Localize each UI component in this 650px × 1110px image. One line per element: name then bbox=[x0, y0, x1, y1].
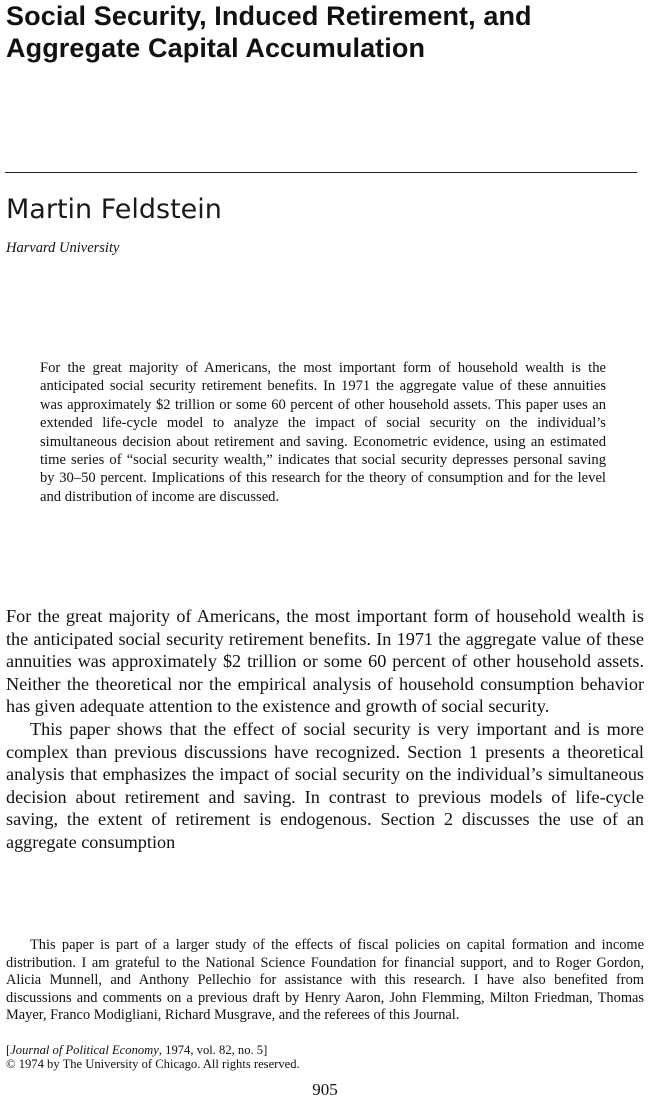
abstract: For the great majority of Americans, the… bbox=[40, 360, 606, 505]
citation-details: , 1974, vol. 82, no. 5] bbox=[158, 1043, 268, 1057]
citation-journal: Journal of Political Economy bbox=[10, 1043, 159, 1057]
body-paragraph: For the great majority of Americans, the… bbox=[6, 606, 644, 717]
citation-line: [Journal of Political Economy, 1974, vol… bbox=[6, 1043, 606, 1057]
body-paragraph: This paper shows that the effect of soci… bbox=[6, 718, 644, 852]
body-text: For the great majority of Americans, the… bbox=[6, 605, 644, 854]
title-divider bbox=[5, 172, 637, 173]
footnote: This paper is part of a larger study of … bbox=[6, 937, 644, 1025]
citation-open: [ bbox=[6, 1043, 11, 1057]
article-title: Social Security, Induced Retirement, and… bbox=[6, 1, 532, 63]
copyright-line: © 1974 by The University of Chicago. All… bbox=[6, 1057, 300, 1071]
journal-citation: [Journal of Political Economy, 1974, vol… bbox=[6, 1043, 606, 1071]
author-affiliation: Harvard University bbox=[6, 240, 120, 256]
footnote-text: This paper is part of a larger study of … bbox=[6, 937, 644, 1024]
page-number: 905 bbox=[312, 1080, 338, 1099]
author-name: Martin Feldstein bbox=[6, 194, 222, 225]
